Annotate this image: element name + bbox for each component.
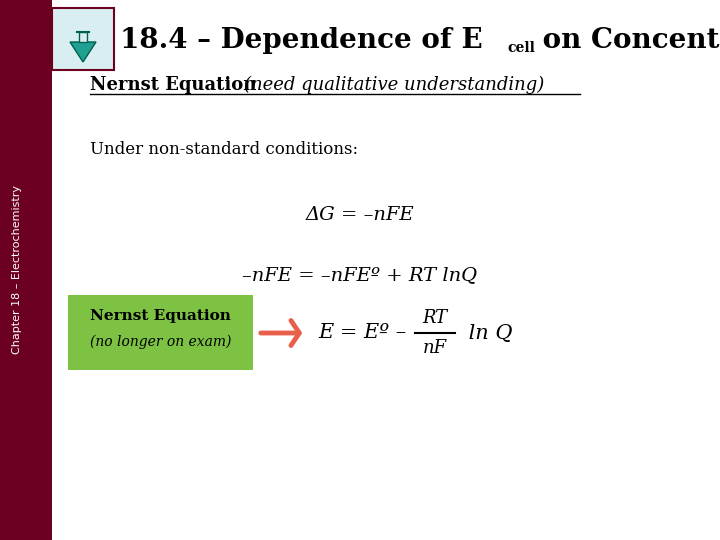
Text: –nFE = –nFEº + RT lnQ: –nFE = –nFEº + RT lnQ: [243, 266, 477, 284]
Text: nF: nF: [423, 339, 447, 357]
Text: cell: cell: [507, 41, 535, 55]
FancyBboxPatch shape: [79, 32, 87, 42]
Text: E = Eº –: E = Eº –: [318, 323, 406, 342]
Polygon shape: [70, 42, 96, 62]
Text: Nernst Equation: Nernst Equation: [90, 309, 231, 323]
Text: on Concentration: on Concentration: [533, 26, 720, 53]
Text: Chapter 18 – Electrochemistry: Chapter 18 – Electrochemistry: [12, 186, 22, 354]
Text: (need qualitative understanding): (need qualitative understanding): [244, 76, 544, 94]
Text: Under non-standard conditions:: Under non-standard conditions:: [90, 141, 358, 159]
Text: 18.4 – Dependence of E: 18.4 – Dependence of E: [120, 26, 482, 53]
Text: ln Q: ln Q: [462, 323, 513, 342]
Text: Nernst Equation: Nernst Equation: [90, 76, 263, 94]
Text: (no longer on exam): (no longer on exam): [90, 335, 231, 349]
FancyBboxPatch shape: [52, 8, 114, 70]
Text: ΔG = –nFE: ΔG = –nFE: [306, 206, 414, 224]
FancyBboxPatch shape: [68, 295, 253, 370]
Text: RT: RT: [423, 309, 448, 327]
FancyBboxPatch shape: [0, 0, 52, 540]
